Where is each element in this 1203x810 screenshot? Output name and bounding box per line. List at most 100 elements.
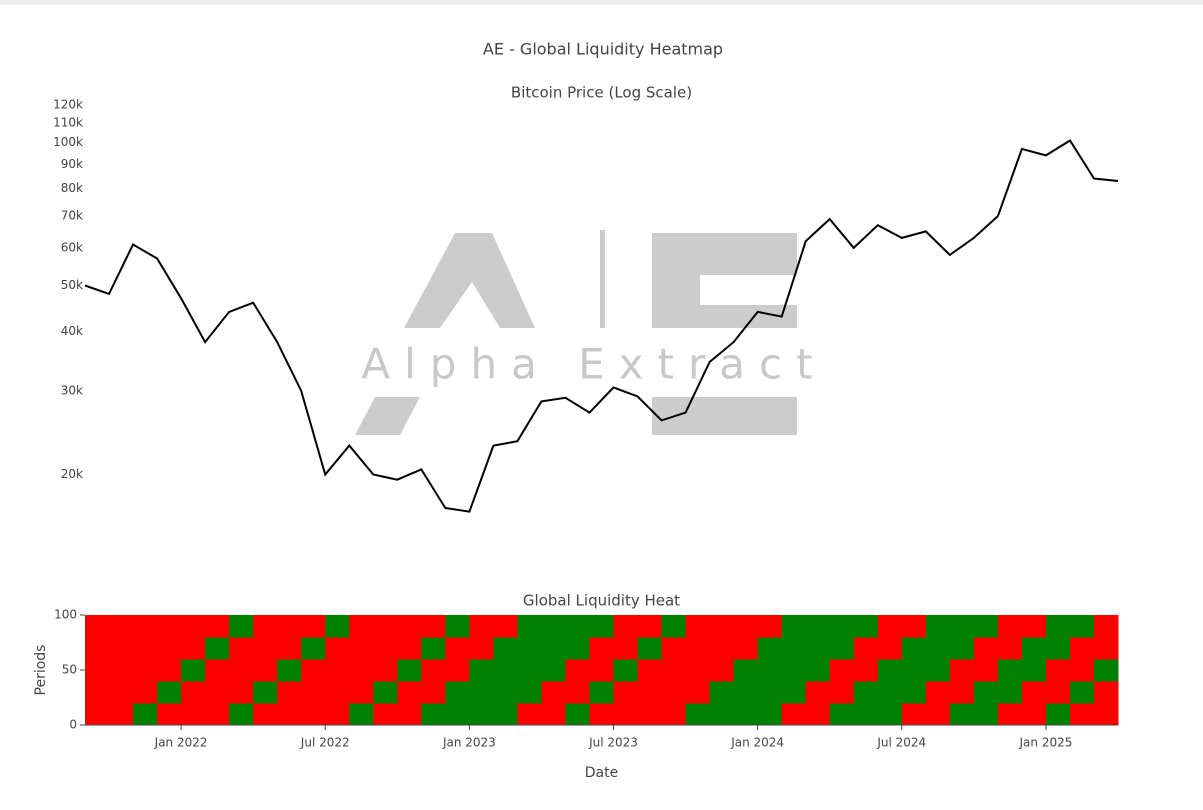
heat-cell [685, 637, 711, 660]
heat-cell [109, 615, 134, 638]
heat-cell [829, 681, 855, 704]
y-tick-label: 100 [54, 608, 77, 622]
heat-cell [85, 615, 110, 638]
heat-cell [589, 659, 615, 682]
heat-cell [949, 681, 975, 704]
heat-cell [493, 615, 518, 638]
y-tick-label: 110k [53, 115, 83, 129]
heat-cell [253, 703, 278, 726]
heat-cell [493, 637, 518, 660]
heat-cell [877, 637, 903, 660]
heat-cell [541, 637, 566, 660]
heat-cell [421, 615, 446, 638]
heat-cell [637, 615, 663, 638]
heat-cell [1069, 659, 1095, 682]
heat-cell [421, 681, 446, 704]
heat-cell [733, 637, 759, 660]
heat-cell [277, 659, 302, 682]
heat-cell [901, 637, 927, 660]
x-axis-title: Date [585, 765, 618, 781]
heat-cell [925, 637, 951, 660]
heat-cell [637, 659, 663, 682]
heat-cell [325, 659, 350, 682]
heat-cell [205, 681, 230, 704]
heat-cell [397, 703, 422, 726]
heat-cell [901, 659, 927, 682]
heat-cell [853, 659, 879, 682]
heat-cell [133, 659, 158, 682]
heat-cell [949, 659, 975, 682]
heat-cell [1045, 681, 1071, 704]
heat-cell [1093, 637, 1119, 660]
heat-cell [229, 659, 254, 682]
heat-cell [877, 681, 903, 704]
heat-cell [253, 681, 278, 704]
heat-cell [277, 681, 302, 704]
heat-cell [949, 637, 975, 660]
heat-cell [997, 703, 1023, 726]
heat-cell [109, 681, 134, 704]
heat-cell [973, 615, 999, 638]
heat-cell [1093, 703, 1119, 726]
heat-cell [709, 659, 735, 682]
y-tick-label: 120k [53, 98, 83, 112]
heat-cell [949, 615, 975, 638]
heat-cell [109, 659, 134, 682]
heat-cell [85, 681, 110, 704]
heat-cell [445, 659, 470, 682]
heat-cell [1021, 637, 1047, 660]
heat-cell [997, 615, 1023, 638]
y-tick-label: 40k [61, 324, 83, 338]
heat-cell [421, 659, 446, 682]
heat-cell [997, 681, 1023, 704]
heat-cell [733, 681, 759, 704]
heat-cell [637, 703, 663, 726]
heat-cell [733, 703, 759, 726]
heat-cell [1021, 659, 1047, 682]
heat-cell [685, 681, 711, 704]
heat-cell [541, 659, 566, 682]
heat-cell [349, 659, 374, 682]
heat-cell [85, 659, 110, 682]
heat-cell [421, 637, 446, 660]
heat-cell [589, 703, 615, 726]
y-tick-label: 90k [61, 157, 83, 171]
heat-cell [901, 703, 927, 726]
heat-cell [325, 637, 350, 660]
x-tick-label: Jul 2022 [300, 736, 350, 750]
y-tick-label: 70k [61, 209, 83, 223]
x-tick-label: Jan 2022 [154, 736, 208, 750]
heat-cell [589, 615, 615, 638]
heat-cell [397, 659, 422, 682]
y-tick-label: 0 [69, 718, 77, 732]
heat-cell [709, 703, 735, 726]
y-tick-label: 80k [61, 181, 83, 195]
heat-cell [277, 637, 302, 660]
heat-cell [229, 637, 254, 660]
heat-cell [445, 703, 470, 726]
heat-cell [253, 659, 278, 682]
heat-cell [277, 703, 302, 726]
heat-cell [973, 681, 999, 704]
heat-cell [853, 681, 879, 704]
heat-cell [973, 637, 999, 660]
heat-cell [877, 659, 903, 682]
chart-title: Bitcoin Price (Log Scale) [511, 84, 692, 102]
y-axis-title: Periods [33, 645, 49, 696]
heat-cell [397, 681, 422, 704]
heat-cell [829, 615, 855, 638]
heat-cell [925, 703, 951, 726]
heat-cell [661, 659, 687, 682]
heat-cell [709, 637, 735, 660]
heat-cell [901, 615, 927, 638]
heat-cell [517, 703, 542, 726]
heat-cell [1093, 681, 1119, 704]
heat-cell [637, 681, 663, 704]
heat-cell [805, 703, 831, 726]
heat-cell [1021, 615, 1047, 638]
heat-cell [181, 615, 206, 638]
y-tick-label: 100k [53, 135, 83, 149]
heat-cell [709, 615, 735, 638]
heat-cell [373, 703, 398, 726]
